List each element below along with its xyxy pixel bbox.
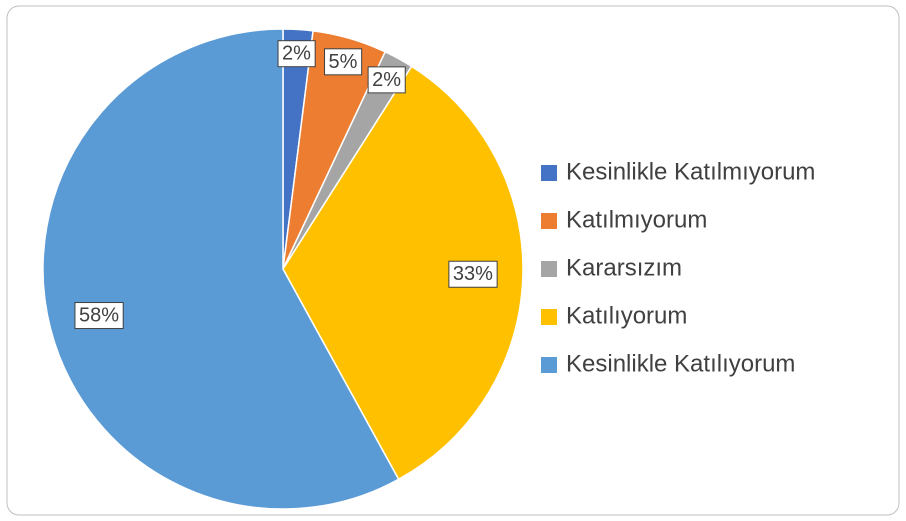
data-label-box (74, 302, 124, 330)
legend-label: Katılıyorum (566, 302, 687, 329)
data-label-box (277, 40, 316, 68)
legend-swatch (541, 309, 557, 325)
data-label: 33% (453, 263, 493, 285)
legend-swatch (541, 357, 557, 373)
pie-slice (282, 65, 524, 481)
legend-swatch (541, 213, 557, 229)
legend-label: Kesinlikle Katılmıyorum (566, 158, 815, 185)
legend-label: Kesinlikle Katılıyorum (566, 350, 795, 377)
pie-slice (42, 28, 400, 510)
legend-swatch (541, 261, 557, 277)
legend-swatch (541, 165, 557, 181)
data-label-box (324, 48, 363, 76)
data-label-box (448, 260, 498, 288)
data-label: 58% (79, 305, 119, 327)
legend-label: Katılmıyorum (566, 206, 707, 233)
data-label: 2% (282, 43, 311, 65)
data-label-box (367, 66, 406, 94)
data-label: 5% (329, 51, 358, 73)
data-label: 2% (372, 69, 401, 91)
legend-label: Kararsızım (566, 254, 682, 281)
